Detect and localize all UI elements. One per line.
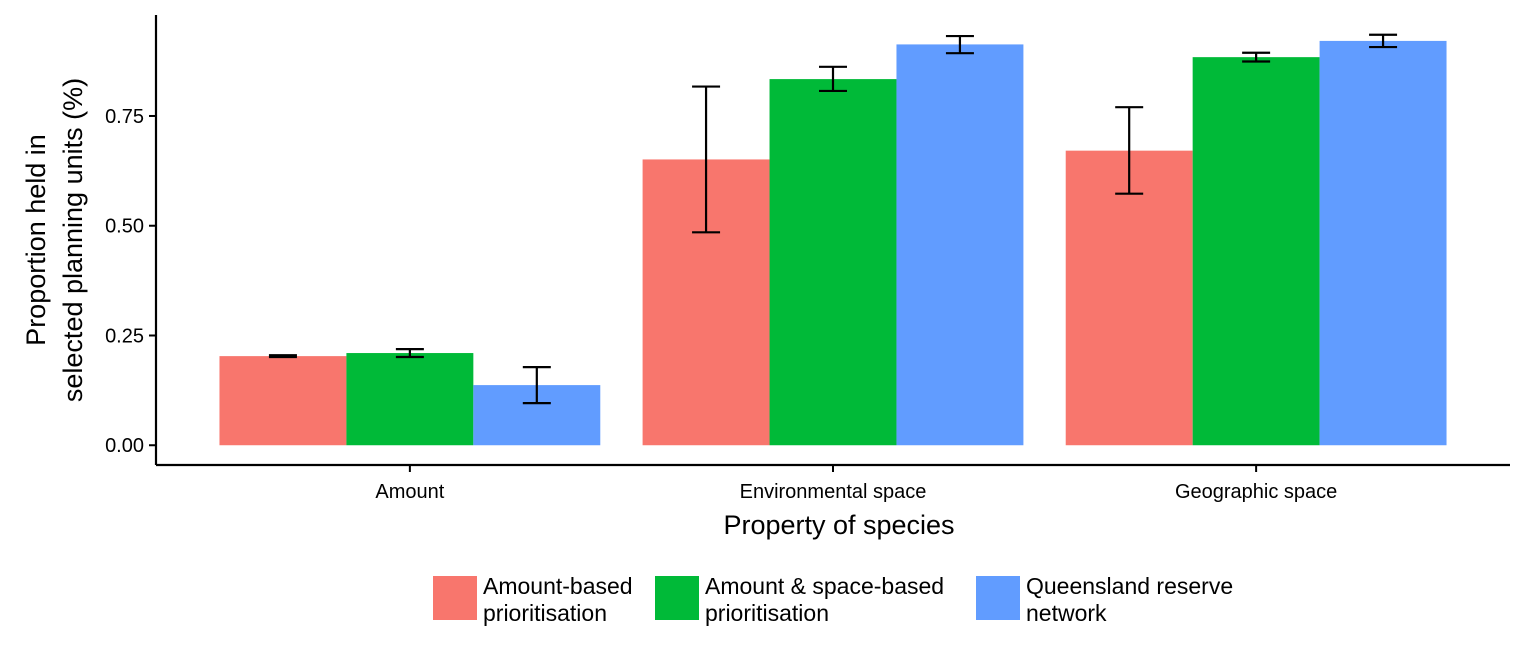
legend-label-line: network <box>1026 600 1107 626</box>
bar <box>346 353 474 446</box>
y-tick-label: 0.75 <box>105 106 144 128</box>
bar <box>219 356 347 446</box>
legend-item: Amount-based prioritisation <box>433 573 633 626</box>
y-axis-title-line: selected planning units (%) <box>58 78 88 402</box>
y-axis: 0.00 0.25 0.50 0.75 <box>105 15 158 465</box>
bars <box>219 40 1447 446</box>
x-axis: Amount Environmental space Geographic spac… <box>156 463 1510 503</box>
bar <box>1319 40 1447 446</box>
legend-item: Amount & space-based prioritisation <box>655 573 944 626</box>
y-axis-title-text: Proportion held in selected planning unit… <box>21 78 88 402</box>
x-tick-label: Geographic space <box>1175 481 1337 503</box>
legend-label: Amount-based prioritisation <box>483 573 633 626</box>
legend-key <box>655 576 699 620</box>
legend-label-line: Queensland reserve <box>1026 573 1233 599</box>
legend-item: Queensland reserve network <box>976 573 1233 626</box>
legend-label-line: prioritisation <box>483 600 607 626</box>
legend-label-line: Amount-based <box>483 573 633 599</box>
x-axis-title: Property of species <box>723 510 954 540</box>
legend-label: Amount & space-based prioritisation <box>705 573 944 626</box>
legend-label-line: prioritisation <box>705 600 829 626</box>
y-axis-title: Proportion held in selected planning unit… <box>21 78 88 402</box>
x-tick-label: Environmental space <box>740 481 927 503</box>
x-tick-label: Amount <box>375 481 444 503</box>
y-tick-label: 0.50 <box>105 216 144 238</box>
y-tick-label: 0.00 <box>105 435 144 457</box>
legend-key <box>433 576 477 620</box>
legend-key <box>976 576 1020 620</box>
bar <box>769 79 897 446</box>
legend-label-line: Amount & space-based <box>705 573 944 599</box>
y-axis-title-line: Proportion held in <box>21 134 51 346</box>
bar <box>896 44 1024 446</box>
error-bars <box>268 33 1398 405</box>
legend-label: Queensland reserve network <box>1026 573 1233 626</box>
bar <box>1192 57 1320 446</box>
y-tick-label: 0.25 <box>105 325 144 347</box>
bar <box>1065 150 1193 446</box>
